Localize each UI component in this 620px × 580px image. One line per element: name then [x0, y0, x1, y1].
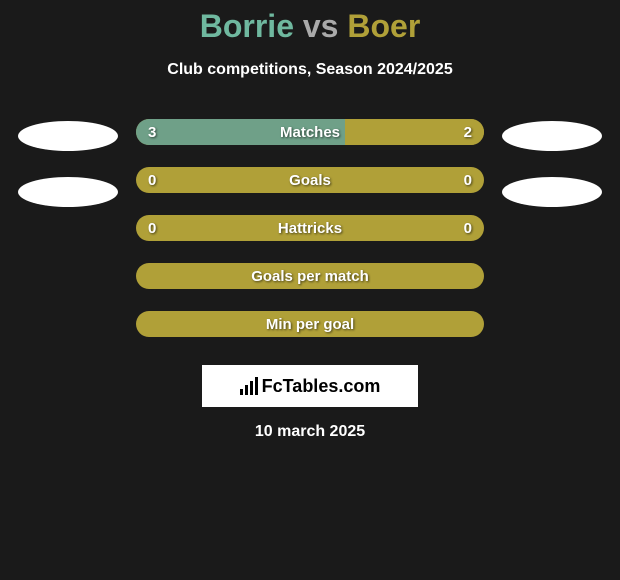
stat-bars: 3 Matches 2 0 Goals 0 0 Hattricks 0 Goals per mat… — [136, 119, 484, 337]
player1-name: Borrie — [200, 8, 294, 44]
avatar — [18, 177, 118, 207]
comparison-row: 3 Matches 2 0 Goals 0 0 Hattricks 0 Goals per mat… — [0, 119, 620, 337]
right-avatars — [502, 121, 602, 207]
brand-logo[interactable]: FcTables.com — [202, 365, 418, 407]
bar-label: Hattricks — [278, 220, 342, 237]
chart-icon — [240, 377, 258, 395]
player2-name: Boer — [347, 8, 420, 44]
stat-bar: Min per goal — [136, 311, 484, 337]
avatar — [502, 121, 602, 151]
bar-label: Goals — [289, 172, 331, 189]
vs-separator: vs — [303, 8, 339, 44]
page-title: Borrie vs Boer — [0, 8, 620, 45]
left-avatars — [18, 121, 118, 207]
avatar — [502, 177, 602, 207]
logo-bar — [255, 377, 258, 395]
bar-value-left: 0 — [148, 220, 156, 237]
stat-bar: 0 Hattricks 0 — [136, 215, 484, 241]
logo-bar — [240, 389, 243, 395]
avatar — [18, 121, 118, 151]
stat-bar: 3 Matches 2 — [136, 119, 484, 145]
date-label: 10 march 2025 — [0, 423, 620, 441]
bar-value-right: 0 — [464, 220, 472, 237]
logo-bar — [250, 381, 253, 395]
subtitle: Club competitions, Season 2024/2025 — [0, 61, 620, 79]
bar-label: Goals per match — [251, 268, 369, 285]
bar-value-left: 0 — [148, 172, 156, 189]
bar-label: Matches — [280, 124, 340, 141]
stat-bar: 0 Goals 0 — [136, 167, 484, 193]
bar-value-left: 3 — [148, 124, 156, 141]
bar-value-right: 0 — [464, 172, 472, 189]
stat-bar: Goals per match — [136, 263, 484, 289]
comparison-widget: Borrie vs Boer Club competitions, Season… — [0, 0, 620, 441]
logo-bar — [245, 385, 248, 395]
bar-value-right: 2 — [464, 124, 472, 141]
bar-label: Min per goal — [266, 316, 354, 333]
brand-text: FcTables.com — [262, 376, 381, 397]
